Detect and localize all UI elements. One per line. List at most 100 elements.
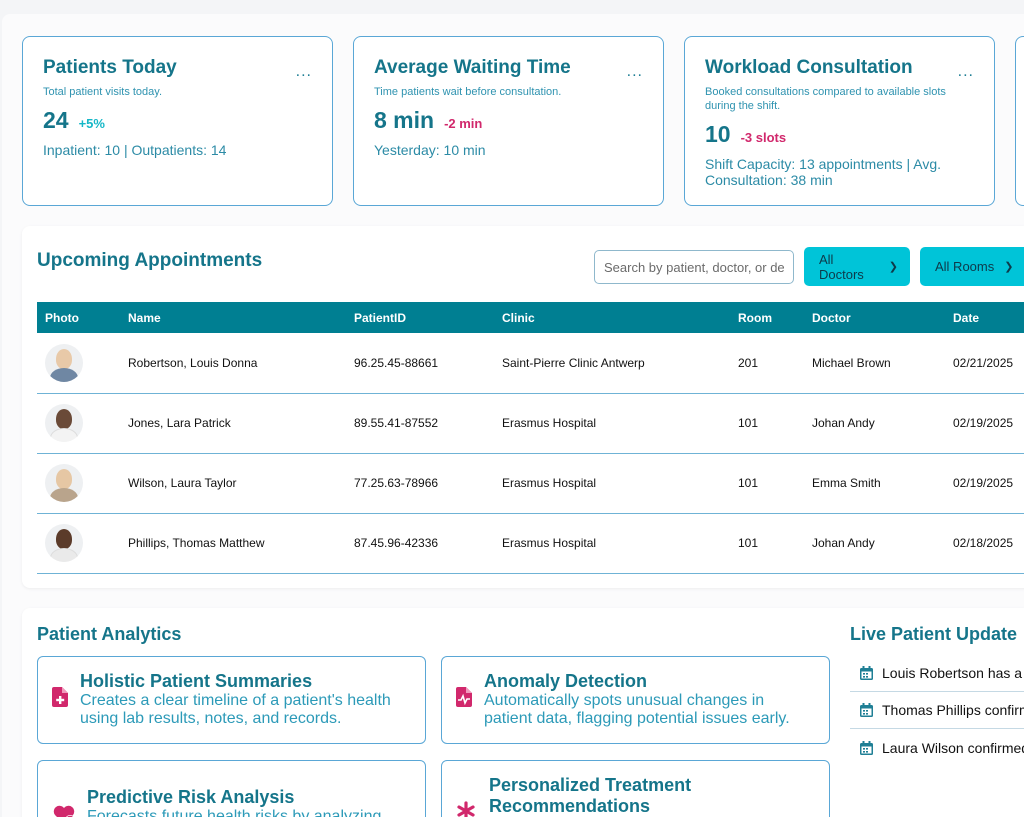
table-row[interactable]: Wilson, Laura Taylor 77.25.63-78966 Eras… bbox=[37, 453, 1024, 514]
stat-detail: Yesterday: 10 min bbox=[374, 142, 486, 158]
column-header-date[interactable]: Date bbox=[945, 302, 1024, 333]
stat-detail: Inpatient: 10 | Outpatients: 14 bbox=[43, 142, 227, 158]
column-header-room[interactable]: Room bbox=[730, 302, 804, 333]
table-header-row: Photo Name PatientID Clinic Room Doctor … bbox=[37, 302, 1024, 333]
clinic: Erasmus Hospital bbox=[494, 513, 730, 574]
patient-id: 87.45.96-42336 bbox=[346, 513, 494, 574]
stat-delta: +5% bbox=[78, 116, 105, 131]
chevron-down-icon: ❯ bbox=[888, 261, 898, 273]
stat-detail: Shift Capacity: 13 appointments | Avg. C… bbox=[705, 156, 942, 188]
patient-name: Jones, Lara Patrick bbox=[120, 393, 346, 454]
clinic: Erasmus Hospital bbox=[494, 453, 730, 514]
stat-card-patients-today: Patients Today Total patient visits toda… bbox=[22, 36, 333, 206]
feature-card-personalized-treatment[interactable]: Personalized Treatment Recommendations bbox=[441, 760, 830, 817]
feature-card-holistic-summaries[interactable]: Holistic Patient Summaries Creates a cle… bbox=[37, 656, 426, 744]
room: 201 bbox=[730, 333, 804, 394]
column-header-doctor[interactable]: Doctor bbox=[804, 302, 945, 333]
room-filter-label: All Rooms bbox=[935, 259, 995, 274]
patient-name: Phillips, Thomas Matthew bbox=[120, 513, 346, 574]
calendar-icon bbox=[860, 703, 873, 717]
heart-pulse-icon bbox=[53, 805, 75, 817]
patient-avatar bbox=[45, 524, 83, 562]
room-filter-select[interactable]: All Rooms ❯ bbox=[920, 247, 1024, 286]
stat-card-average-waiting-time: Average Waiting Time Time patients wait … bbox=[353, 36, 664, 206]
asterisk-icon bbox=[457, 801, 475, 817]
feature-title: Anomaly Detection bbox=[484, 671, 648, 691]
date: 02/21/2025 bbox=[945, 333, 1024, 394]
stat-delta: -2 min bbox=[444, 116, 483, 131]
stat-title: Workload Consultation bbox=[705, 57, 913, 78]
column-header-name[interactable]: Name bbox=[120, 302, 346, 333]
date: 02/19/2025 bbox=[945, 453, 1024, 514]
feature-description-line: Forecasts future health risks by analyzi… bbox=[87, 808, 382, 817]
doctor: Johan Andy bbox=[804, 393, 945, 454]
live-update-text: Louis Robertson has a bbox=[882, 665, 1023, 681]
feature-title-line: Personalized Treatment bbox=[489, 775, 692, 795]
live-update-item[interactable]: Louis Robertson has a bbox=[850, 655, 1024, 692]
clinic: Erasmus Hospital bbox=[494, 393, 730, 454]
feature-card-anomaly-detection[interactable]: Anomaly Detection Automatically spots un… bbox=[441, 656, 830, 744]
doctor: Michael Brown bbox=[804, 333, 945, 394]
file-waveform-icon bbox=[456, 687, 472, 707]
table-row[interactable]: Jones, Lara Patrick 89.55.41-87552 Erasm… bbox=[37, 393, 1024, 454]
feature-description-line: Automatically spots unusual changes in bbox=[484, 692, 765, 709]
stat-card-partial bbox=[1015, 36, 1024, 206]
upcoming-appointments-panel: Upcoming Appointments All Doctors ❯ All … bbox=[22, 226, 1024, 588]
more-options-button[interactable]: ... bbox=[295, 63, 312, 80]
stat-delta: -3 slots bbox=[740, 130, 787, 145]
date: 02/18/2025 bbox=[945, 513, 1024, 574]
live-updates-title: Live Patient Update bbox=[850, 624, 1018, 644]
patient-name: Robertson, Louis Donna bbox=[120, 333, 346, 394]
feature-title-line: Recommendations bbox=[489, 796, 651, 816]
calendar-icon bbox=[860, 740, 873, 755]
calendar-icon bbox=[860, 666, 873, 680]
column-header-clinic[interactable]: Clinic bbox=[494, 302, 730, 333]
more-options-button[interactable]: ... bbox=[957, 63, 974, 80]
patient-id: 89.55.41-87552 bbox=[346, 393, 494, 454]
table-row[interactable]: Robertson, Louis Donna 96.25.45-88661 Sa… bbox=[37, 333, 1024, 394]
room: 101 bbox=[730, 453, 804, 514]
patient-analytics-panel: Patient Analytics Holistic Patient Summa… bbox=[22, 608, 1024, 817]
feature-description-line: using lab results, notes, and records. bbox=[80, 710, 342, 727]
column-header-patientid[interactable]: PatientID bbox=[346, 302, 494, 333]
stat-title: Average Waiting Time bbox=[374, 57, 571, 78]
doctor: Johan Andy bbox=[804, 513, 945, 574]
patient-avatar bbox=[45, 464, 83, 502]
feature-title: Predictive Risk Analysis bbox=[87, 787, 295, 807]
doctor-filter-label: All Doctors bbox=[819, 251, 864, 282]
feature-description-line: patient data, flagging potential issues … bbox=[484, 710, 790, 727]
file-medical-icon bbox=[52, 687, 68, 707]
stat-subtitle: Total patient visits today. bbox=[43, 86, 163, 98]
live-update-item[interactable]: Thomas Phillips confirm bbox=[850, 692, 1024, 729]
feature-card-predictive-risk[interactable]: Predictive Risk Analysis Forecasts futur… bbox=[37, 760, 426, 817]
column-header-photo[interactable]: Photo bbox=[37, 302, 120, 333]
clinic: Saint-Pierre Clinic Antwerp bbox=[494, 333, 730, 394]
stat-value: 24 bbox=[43, 107, 69, 133]
stat-subtitle: Booked consultations compared to availab… bbox=[705, 86, 946, 112]
appointments-title: Upcoming Appointments bbox=[37, 250, 263, 271]
chevron-down-icon: ❯ bbox=[1004, 261, 1014, 273]
room: 101 bbox=[730, 513, 804, 574]
appointments-table: Photo Name PatientID Clinic Room Doctor … bbox=[37, 302, 1024, 574]
date: 02/19/2025 bbox=[945, 393, 1024, 454]
feature-title: Holistic Patient Summaries bbox=[80, 671, 313, 691]
live-update-text: Laura Wilson confirmed bbox=[882, 739, 1024, 756]
doctor-filter-select[interactable]: All Doctors ❯ bbox=[804, 247, 910, 286]
live-update-text: Thomas Phillips confirm bbox=[882, 702, 1024, 718]
stat-value: 8 min bbox=[374, 107, 435, 133]
doctor: Emma Smith bbox=[804, 453, 945, 514]
patient-name: Wilson, Laura Taylor bbox=[120, 453, 346, 514]
patient-id: 96.25.45-88661 bbox=[346, 333, 494, 394]
feature-description-line: Creates a clear timeline of a patient's … bbox=[80, 692, 391, 709]
stat-card-workload-consultation: Workload Consultation Booked consultatio… bbox=[684, 36, 995, 206]
room: 101 bbox=[730, 393, 804, 454]
more-options-button[interactable]: ... bbox=[626, 63, 643, 80]
patient-avatar bbox=[45, 404, 83, 442]
appointments-search-input[interactable] bbox=[594, 250, 794, 284]
table-row[interactable]: Phillips, Thomas Matthew 87.45.96-42336 … bbox=[37, 513, 1024, 574]
patient-id: 77.25.63-78966 bbox=[346, 453, 494, 514]
analytics-title: Patient Analytics bbox=[37, 624, 182, 644]
stat-value: 10 bbox=[705, 121, 731, 147]
live-update-item[interactable]: Laura Wilson confirmed bbox=[850, 729, 1024, 766]
patient-avatar bbox=[45, 343, 83, 382]
